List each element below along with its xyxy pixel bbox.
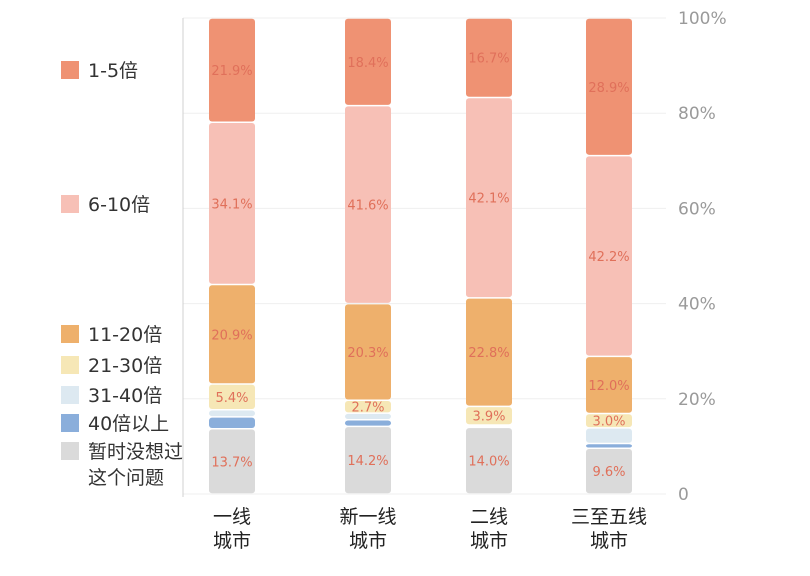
data-label: 34.1%: [211, 197, 252, 212]
bar-segment: [345, 427, 391, 494]
legend-label: 11-20倍: [88, 324, 162, 346]
y-tick-label: 80%: [678, 104, 716, 124]
legend-label: 暂时没想过这个问题: [88, 441, 183, 489]
bar-segment: [466, 407, 512, 425]
x-category-label: 一线城市: [213, 506, 251, 552]
data-label: 21.9%: [211, 64, 252, 79]
data-label: 3.9%: [472, 410, 505, 425]
legend-swatch: [61, 325, 79, 343]
bar-segment: [209, 384, 255, 409]
bar-segment: [586, 428, 632, 443]
bar-segment: [466, 18, 512, 97]
gridlines: [183, 17, 666, 495]
bar-segment: [586, 18, 632, 155]
legend-label: 31-40倍: [88, 385, 162, 407]
y-tick-label: 100%: [678, 9, 727, 29]
legend-swatch: [61, 386, 79, 404]
x-axis-categories: 一线城市 新一线城市 二线城市 三至五线城市: [213, 506, 647, 552]
legend-label: 40倍以上: [88, 413, 169, 435]
bars: 13.7% 5.4% 20.9% 34.1% 21.9% 14.2% 2.7% 20.3% 41…: [209, 18, 632, 494]
x-category-label: 新一线城市: [339, 506, 396, 552]
data-label: 16.7%: [468, 52, 509, 67]
data-label: 9.6%: [592, 465, 625, 480]
bar-segment: [345, 106, 391, 303]
data-label: 20.9%: [211, 328, 252, 343]
bar-segment: [466, 98, 512, 298]
data-label: 5.4%: [215, 391, 248, 406]
legend-swatch: [61, 195, 79, 213]
data-label: 14.0%: [468, 455, 509, 470]
bar-segment: [466, 298, 512, 406]
legend: 1-5倍 6-10倍 11-20倍 21-30倍 31-40倍 40倍以上暂时没想过这个问…: [61, 60, 183, 489]
data-label: 20.3%: [347, 346, 388, 361]
data-label: 28.9%: [588, 81, 629, 96]
y-tick-label: 40%: [678, 295, 716, 315]
bar-segment: [345, 420, 391, 426]
bar-segment: [209, 18, 255, 122]
data-label: 3.0%: [592, 415, 625, 430]
x-category-label: 二线城市: [470, 506, 508, 552]
bar-segment: [345, 304, 391, 400]
legend-swatch: [61, 356, 79, 374]
y-tick-label: 20%: [678, 390, 716, 410]
bar-segment: [345, 400, 391, 413]
data-label: 42.2%: [588, 250, 629, 265]
legend-label: 6-10倍: [88, 194, 150, 216]
bar-segment: [586, 156, 632, 356]
legend-swatch: [61, 414, 79, 432]
bar-segment: [586, 444, 632, 448]
data-label: 22.8%: [468, 346, 509, 361]
y-tick-label: 60%: [678, 199, 716, 219]
bar-segment: [209, 285, 255, 384]
legend-label: 1-5倍: [88, 60, 138, 82]
legend-swatch: [61, 61, 79, 79]
bar-segment: [209, 417, 255, 429]
data-label: 2.7%: [351, 401, 384, 416]
bar-segment: [209, 429, 255, 494]
bar-segment: [209, 122, 255, 284]
bar-segment: [586, 414, 632, 428]
data-label: 41.6%: [347, 199, 388, 214]
data-label: 12.0%: [588, 379, 629, 394]
bar-segment: [345, 18, 391, 105]
data-label: 18.4%: [347, 56, 388, 71]
data-label: 42.1%: [468, 192, 509, 207]
bar-segment: [209, 410, 255, 417]
y-tick-label: 0: [678, 485, 689, 505]
bar-segment: [586, 357, 632, 413]
data-label: 14.2%: [347, 454, 388, 469]
bar-segment: [345, 413, 391, 419]
data-label: 13.7%: [211, 455, 252, 470]
bar-segment: [586, 449, 632, 494]
legend-label: 21-30倍: [88, 355, 162, 377]
legend-swatch: [61, 442, 79, 460]
y-axis-ticks: 0 20% 40% 60% 80% 100%: [678, 9, 727, 505]
bar-segment: [466, 428, 512, 494]
x-category-label: 三至五线城市: [571, 506, 647, 552]
